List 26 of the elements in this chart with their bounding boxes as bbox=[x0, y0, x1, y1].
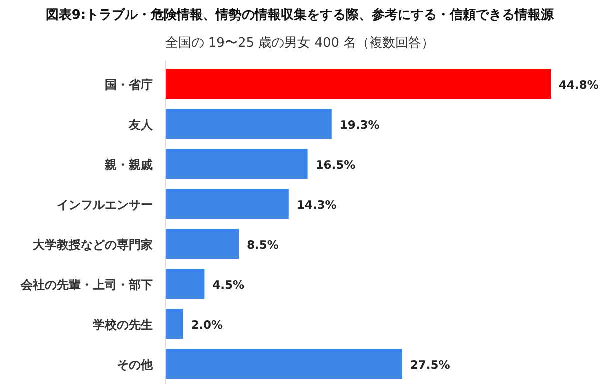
bar bbox=[166, 189, 289, 219]
y-tick-label: 学校の先生 bbox=[93, 318, 153, 332]
data-label: 27.5% bbox=[410, 358, 451, 372]
bar bbox=[166, 109, 332, 139]
y-tick-label: その他 bbox=[117, 358, 154, 372]
data-label: 19.3% bbox=[340, 118, 380, 132]
data-label: 16.5% bbox=[316, 158, 356, 172]
bar bbox=[166, 309, 184, 339]
y-tick-label: 親・親戚 bbox=[104, 158, 153, 172]
data-label: 2.0% bbox=[191, 318, 224, 332]
bar bbox=[166, 269, 205, 299]
bar bbox=[166, 69, 551, 99]
data-label: 14.3% bbox=[296, 198, 338, 212]
bar bbox=[166, 149, 308, 179]
bar bbox=[166, 229, 240, 259]
data-label: 44.8% bbox=[559, 78, 600, 92]
data-label: 4.5% bbox=[212, 278, 246, 292]
y-tick-label: 大学教授などの専門家 bbox=[33, 238, 153, 252]
chart-title: 図表9:トラブル・危険情報、情勢の情報収集をする際、参考にする・信頼できる情報源 bbox=[46, 7, 556, 23]
y-tick-label: 会社の先輩・上司・部下 bbox=[20, 278, 153, 292]
chart-subtitle: 全国の 19〜25 歳の男女 400 名（複数回答） bbox=[165, 36, 435, 51]
bar bbox=[166, 349, 402, 379]
y-tick-label: 国・省庁 bbox=[105, 78, 153, 92]
y-tick-label: インフルエンサー bbox=[57, 198, 153, 212]
data-label: 8.5% bbox=[247, 238, 280, 252]
y-tick-label: 友人 bbox=[128, 118, 154, 132]
